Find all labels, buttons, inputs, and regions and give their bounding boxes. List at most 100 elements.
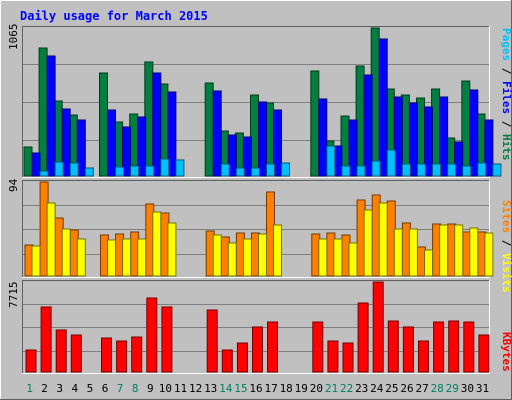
bar-kbytes-day-9 — [146, 297, 158, 373]
x-tick-label-day-6: 6 — [102, 382, 109, 395]
bar-kbytes-day-26 — [402, 326, 414, 373]
x-tick-label-day-4: 4 — [71, 382, 78, 395]
bar-kbytes-day-14 — [221, 349, 233, 373]
bar-kbytes-day-31 — [478, 334, 490, 373]
bar-kbytes-day-30 — [463, 321, 475, 373]
bar-files-day-16 — [258, 101, 267, 177]
bar-pages-day-20 — [326, 145, 336, 177]
bar-files-day-10 — [167, 91, 177, 177]
kbytes-panel — [22, 280, 490, 374]
bar-sites-day-3 — [61, 228, 71, 277]
bar-sites-day-6 — [107, 239, 116, 277]
bar-files-day-15 — [242, 136, 252, 177]
bar-kbytes-day-29 — [448, 320, 460, 373]
x-tick-label-day-15: 15 — [234, 382, 247, 395]
x-tick-label-day-30: 30 — [461, 382, 474, 395]
bar-kbytes-day-10 — [161, 306, 173, 373]
bar-files-day-6 — [107, 109, 116, 177]
bar-kbytes-day-15 — [236, 342, 248, 373]
legend-sep-1: / — [500, 61, 512, 81]
bar-kbytes-day-24 — [372, 281, 384, 373]
bar-files-day-26 — [408, 102, 418, 177]
hits-files-pages-panel — [22, 26, 502, 178]
bar-sites-day-17 — [273, 224, 282, 277]
bar-files-day-17 — [273, 109, 282, 177]
bar-pages-day-7 — [130, 165, 140, 177]
bar-sites-day-26 — [408, 228, 418, 277]
bar-files-day-9 — [152, 72, 162, 177]
bar-sites-day-21 — [333, 238, 343, 277]
x-tick-label-day-1: 1 — [26, 382, 33, 395]
bar-files-day-4 — [76, 119, 86, 177]
x-tick-label-day-31: 31 — [476, 382, 489, 395]
bar-sites-day-25 — [393, 228, 403, 277]
x-tick-label-day-8: 8 — [132, 382, 139, 395]
x-tick-label-day-21: 21 — [325, 382, 338, 395]
bar-pages-day-22 — [356, 165, 366, 177]
bar-pages-day-3 — [69, 162, 79, 177]
legend-sites: Sites — [500, 200, 512, 233]
x-tick-label-day-7: 7 — [117, 382, 124, 395]
bar-files-day-2 — [46, 55, 56, 177]
bar-sites-day-14 — [227, 242, 237, 277]
bar-kbytes-day-1 — [25, 349, 37, 373]
legend-visits: Visits — [500, 253, 512, 293]
bar-sites-day-10 — [167, 222, 177, 277]
x-tick-label-day-18: 18 — [280, 382, 293, 395]
x-tick-label-day-3: 3 — [56, 382, 63, 395]
legend-kbytes-label: KBytes — [500, 332, 512, 372]
bar-pages-day-26 — [416, 163, 426, 177]
x-tick-label-day-22: 22 — [340, 382, 353, 395]
bar-sites-day-13 — [212, 234, 222, 277]
legend-files: Files — [500, 81, 512, 114]
bar-sites-day-27 — [424, 249, 433, 277]
x-tick-label-day-13: 13 — [204, 382, 217, 395]
bar-kbytes-day-28 — [433, 321, 445, 373]
legend-sep-2: / — [500, 114, 512, 134]
kbytes-max-label: 7715 — [7, 282, 20, 309]
bar-pages-day-21 — [341, 165, 351, 177]
legend-hits-files-pages: Pages / Files / Hits — [500, 28, 512, 161]
bar-sites-day-1 — [31, 245, 41, 277]
legend-visits-sites: Sites / Visits — [500, 200, 512, 293]
bar-hits-day-20 — [310, 70, 320, 177]
x-tick-label-day-28: 28 — [431, 382, 444, 395]
bar-sites-day-9 — [152, 211, 162, 277]
bar-kbytes-day-8 — [131, 336, 143, 373]
bar-kbytes-day-6 — [101, 337, 112, 373]
x-tick-label-day-2: 2 — [41, 382, 48, 395]
bar-pages-day-29 — [462, 165, 472, 177]
x-tick-label-day-16: 16 — [249, 382, 262, 395]
bar-pages-day-1 — [39, 170, 49, 177]
bar-pages-day-24 — [386, 149, 396, 177]
bar-pages-day-2 — [54, 161, 64, 177]
bar-files-day-27 — [424, 106, 433, 177]
bar-kbytes-day-22 — [342, 342, 354, 373]
bar-pages-day-6 — [115, 166, 124, 177]
bar-pages-day-16 — [266, 163, 275, 177]
bar-pages-day-13 — [220, 163, 230, 177]
x-tick-label-day-20: 20 — [310, 382, 323, 395]
bar-sites-day-23 — [363, 209, 373, 277]
bar-files-day-13 — [212, 90, 222, 177]
bar-sites-day-31 — [484, 232, 494, 277]
x-tick-label-day-24: 24 — [370, 382, 384, 395]
x-tick-label-day-23: 23 — [355, 382, 368, 395]
legend-sep-3: / — [500, 233, 512, 253]
bar-sites-day-30 — [469, 227, 479, 277]
x-tick-label-day-19: 19 — [295, 382, 308, 395]
x-tick-label-day-11: 11 — [174, 382, 187, 395]
x-tick-label-day-17: 17 — [264, 382, 277, 395]
bar-sites-day-29 — [454, 224, 464, 277]
bar-sites-day-8 — [137, 238, 147, 277]
bar-pages-day-25 — [401, 163, 411, 177]
x-tick-label-day-14: 14 — [219, 382, 233, 395]
bar-files-day-3 — [61, 108, 71, 177]
bar-sites-day-24 — [378, 202, 388, 277]
bar-files-day-23 — [363, 74, 373, 177]
bar-hits-day-13 — [204, 82, 214, 177]
bar-pages-day-14 — [235, 167, 245, 177]
bar-kbytes-day-23 — [357, 302, 369, 373]
visits-max-label: 94 — [7, 178, 20, 192]
